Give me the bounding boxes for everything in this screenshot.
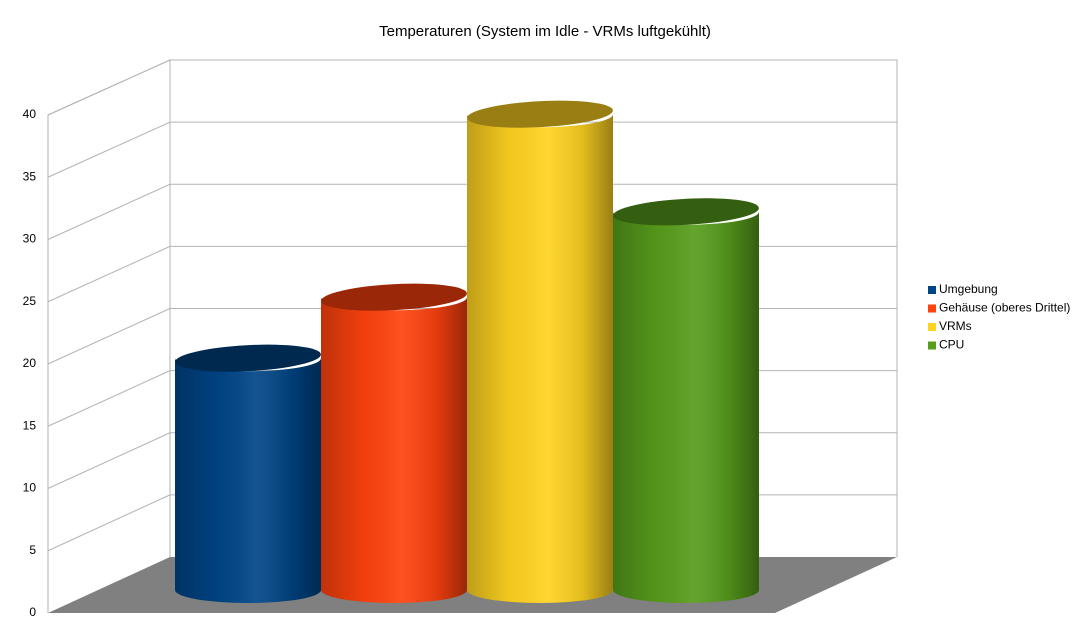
legend-swatch <box>928 286 936 294</box>
legend-label: CPU <box>939 338 964 352</box>
cylinder-top <box>467 100 613 128</box>
y-tick-label: 30 <box>23 232 37 246</box>
grid-line <box>47 308 171 365</box>
cylinder-shade <box>321 297 467 603</box>
y-tick-label: 15 <box>23 418 37 432</box>
legend-swatch <box>928 304 936 313</box>
cylinder <box>613 198 759 604</box>
cylinder-top-shade <box>613 198 759 226</box>
legend-label: Umgebung <box>939 282 998 296</box>
grid-line <box>47 432 171 489</box>
legend-swatch <box>928 323 936 331</box>
y-tick-label: 40 <box>23 107 37 121</box>
cylinder-top-shade <box>175 344 321 372</box>
cylinder-top <box>175 344 321 372</box>
cylinder-top <box>613 198 759 226</box>
legend-label: VRMs <box>939 319 972 333</box>
cylinder <box>175 344 321 603</box>
y-tick-label: 5 <box>29 543 36 557</box>
grid-line <box>47 121 171 178</box>
cylinder-top-shade <box>467 100 613 128</box>
y-tick-label: 25 <box>23 294 37 308</box>
y-tick-label: 35 <box>23 169 37 183</box>
cylinder <box>321 283 467 603</box>
y-tick-label: 10 <box>23 481 37 495</box>
cylinder-top <box>321 283 467 311</box>
cylinder-shade <box>613 211 759 604</box>
cylinder <box>467 100 613 603</box>
legend-label: Gehäuse (oberes Drittel) <box>939 301 1070 315</box>
cylinder-top-shade <box>321 283 467 311</box>
grid-line <box>47 59 171 116</box>
y-tick-label: 0 <box>29 605 36 619</box>
grid-line <box>47 494 171 552</box>
grid-line <box>47 183 171 240</box>
grid-line <box>47 370 171 427</box>
legend-swatch <box>928 341 936 350</box>
cylinder-shade <box>175 358 321 603</box>
chart-title: Temperaturen (System im Idle - VRMs luft… <box>379 23 711 40</box>
cylinder-shade <box>467 114 613 603</box>
back-wall <box>170 59 898 557</box>
grid-line <box>47 245 171 303</box>
y-tick-label: 20 <box>23 356 37 370</box>
